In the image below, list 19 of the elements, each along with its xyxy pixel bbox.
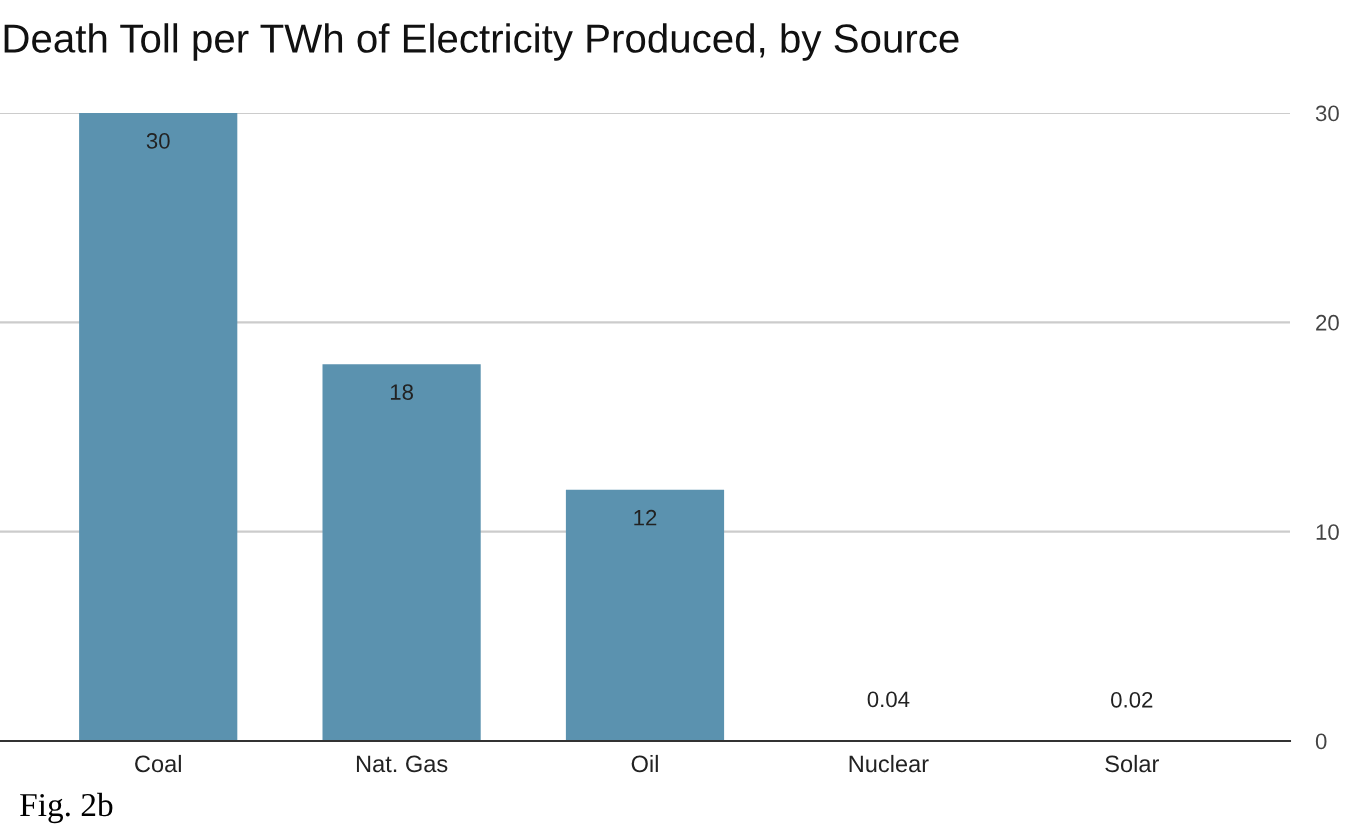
chart-title: Death Toll per TWh of Electricity Produced, by Source xyxy=(4,23,959,61)
y-tick-label: 20 xyxy=(1316,314,1339,331)
bar xyxy=(322,364,481,741)
data-label: 0.02 xyxy=(1111,691,1153,708)
x-tick-label: Nuclear xyxy=(849,754,929,773)
x-tick-label: Solar xyxy=(1105,754,1159,773)
y-tick-label: 10 xyxy=(1316,524,1339,540)
bar xyxy=(79,113,238,741)
x-tick-label: Oil xyxy=(631,754,658,773)
y-tick-label: 0 xyxy=(1315,733,1327,750)
data-label: 18 xyxy=(390,384,413,400)
y-tick-label: 30 xyxy=(1315,105,1339,122)
bar xyxy=(565,489,725,741)
data-label: 0.04 xyxy=(867,691,910,708)
x-tick-label: Nat. Gas xyxy=(356,755,448,773)
caption: Fig. 2b xyxy=(20,792,113,824)
x-tick-label: Coal xyxy=(135,754,181,773)
data-label: 30 xyxy=(146,133,170,149)
data-label: 12 xyxy=(634,509,657,526)
